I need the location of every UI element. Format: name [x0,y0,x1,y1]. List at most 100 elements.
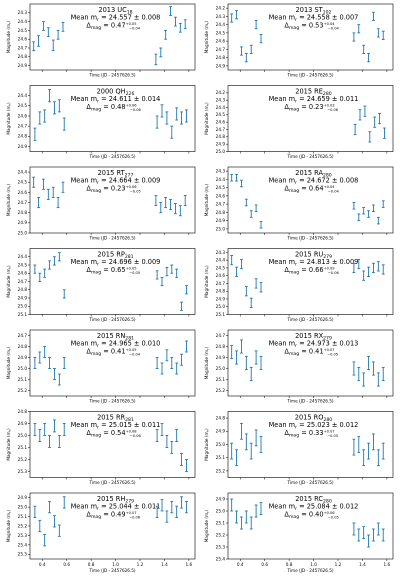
y-tick-label: 24.3 [216,98,226,103]
y-tick-label: 24.6 [216,273,226,278]
y-tick-label: 25.2 [216,532,226,537]
y-tick-label: 25.5 [18,552,28,557]
y-tick-label: 24.6 [18,113,28,118]
y-axis-label: Magnitude (mr) [204,428,210,461]
panel-frame [227,248,394,315]
y-tick-label: 24.7 [18,333,28,338]
lightcurve-panel: 24.7 24.8 24.9 25.0 25.1 25.2 Magnitude (mr) Ti… [6,329,196,404]
y-tick-label: 24.4 [18,254,28,259]
mean-magnitude: Mean mr = 24.672 ± 0.008 [269,177,359,187]
y-axis-label: Magnitude (mr) [204,346,210,379]
y-tick-label: 24.8 [216,134,226,139]
lightcurve-panel: 24.4 24.5 24.6 24.7 24.8 24.9 25.0 25.1 Magnitud… [6,248,196,322]
y-tick-label: 24.9 [216,355,226,360]
y-tick-label: 24.9 [216,296,226,301]
panel-frame [29,411,196,478]
y-tick-label: 24.4 [216,177,226,182]
y-tick-label: 25.0 [18,304,28,309]
y-tick-label: 24.9 [18,421,28,426]
delta-magnitude: Δmag = 0.40+0.06 [284,511,335,521]
x-tick-label: 0.6 [63,562,70,567]
delta-magnitude: Δmag = 0.65+0.05 [86,266,136,276]
delta-magnitude: Δmag = 0.23+0.03 [284,103,334,113]
y-tick-label: 24.6 [18,37,28,42]
x-axis-label: Time (JD - 2457626.5) [286,73,333,78]
delta-magnitude: Δmag = 0.33+0.07 [284,429,334,439]
x-axis-label: Time (JD - 2457626.5) [286,236,333,241]
y-tick-label: 24.5 [18,103,28,108]
y-axis-label: Magnitude (mr) [204,20,210,53]
y-tick-label: 24.9 [18,63,28,68]
lightcurve-panel: 24.7 24.8 24.9 25.0 25.1 25.2 Magnitude (mr) Ti… [204,329,394,404]
y-tick-label: 24.4 [216,105,226,110]
y-tick-label: 25.0 [18,366,28,371]
y-axis-label: Magnitude (mr) [204,509,210,542]
y-tick-label: 24.8 [216,344,226,349]
object-name: 2013 ST102 [296,6,332,16]
object-name: 2015 RC280 [295,495,332,505]
y-tick-label: 24.7 [216,202,226,207]
delta-magnitude: Δmag = 0.47+0.05 [86,22,136,32]
y-tick-label: 24.8 [18,287,28,292]
y-tick-label: 24.9 [18,295,28,300]
lightcurve-panel: 24.2 24.3 24.4 24.5 24.6 24.7 24.8 24.9 Magnitud… [204,3,394,78]
delta-magnitude: Δmag = 0.41+0.05 [86,348,136,358]
y-tick-label: 24.8 [216,55,226,60]
y-tick-label: 24.5 [18,180,28,185]
delta-magnitude: Δmag = 0.41+0.07 [284,348,334,358]
y-tick-label: 24.6 [216,193,226,198]
y-tick-label: 25.0 [216,366,226,371]
y-tick-label: 25.0 [18,433,28,438]
y-tick-label: 24.8 [18,344,28,349]
y-tick-label: 24.9 [18,495,28,500]
delta-magnitude: Δmag = 0.49+0.07 [86,511,136,521]
y-tick-label: 24.9 [216,142,226,147]
y-axis-label: Magnitude (mr) [6,102,12,135]
x-tick-label: 0.4 [237,562,244,567]
y-tick-label: 25.1 [18,377,28,382]
x-axis-label: Time (JD - 2457626.5) [286,317,333,322]
y-tick-label: 24.3 [216,250,226,255]
delta-lower-error: −0.06 [129,516,141,520]
delta-magnitude: Δmag = 0.66+0.09 [284,266,335,276]
x-tick-label: 1.2 [137,562,144,567]
lightcurve-panel: 24.8 24.9 25.0 25.1 25.2 25.3 Magnitude (mr) Ti… [6,409,196,485]
y-tick-label: 25.1 [216,377,226,382]
y-tick-label: 24.5 [216,30,226,35]
delta-lower-error: −0.05 [328,516,339,520]
y-tick-label: 24.8 [216,210,226,215]
x-tick-label: 1.4 [359,562,366,567]
panel-frame [227,492,394,560]
y-axis-label: Magnitude (mr) [6,20,12,53]
y-tick-label: 24.6 [216,120,226,125]
x-tick-label: 1.0 [310,562,317,567]
y-tick-label: 24.9 [18,144,28,149]
y-tick-label: 25.4 [18,542,28,547]
y-tick-label: 24.3 [216,169,226,174]
y-tick-label: 24.5 [216,112,226,117]
x-tick-label: 1.0 [112,562,119,567]
y-tick-label: 24.4 [216,258,226,263]
y-tick-label: 24.8 [18,134,28,139]
y-tick-label: 25.0 [216,442,226,447]
y-axis-label: Magnitude (mr) [6,509,12,542]
delta-lower-error: −0.06 [327,108,339,112]
delta-magnitude: Δmag = 0.64+0.04 [284,185,335,195]
x-axis-label: Time (JD - 2457626.5) [88,73,135,78]
delta-lower-error: −0.05 [130,190,141,194]
y-tick-label: 25.2 [18,388,28,393]
object-name: 2000 QH226 [97,88,135,98]
y-tick-label: 25.1 [18,445,28,450]
x-axis-label: Time (JD - 2457626.5) [286,480,333,485]
lightcurve-panel: 24.9 25.0 25.1 25.2 25.3 25.4 0.4 0.6 0.8 1.0 1.2 1… [204,492,394,573]
x-axis-label: Time (JD - 2457626.5) [88,480,135,485]
mean-magnitude: Mean mr = 24.696 ± 0.009 [71,258,161,268]
delta-magnitude: Δmag = 0.53+0.04 [284,22,335,32]
x-axis-label: Time (JD - 2457626.5) [88,399,135,404]
y-tick-label: 25.2 [216,388,226,393]
lightcurve-panel: 24.9 25.0 25.1 25.2 25.3 25.4 25.5 0.4 0.6 0.8 1.0… [6,492,196,573]
y-tick-label: 25.0 [216,149,226,154]
lightcurve-panel: 24.8 24.9 25.0 25.1 25.2 Magnitude (mr) Time (… [204,411,394,485]
y-tick-label: 24.9 [216,63,226,68]
x-axis-label: Time (JD - 2457626.5) [88,154,135,159]
